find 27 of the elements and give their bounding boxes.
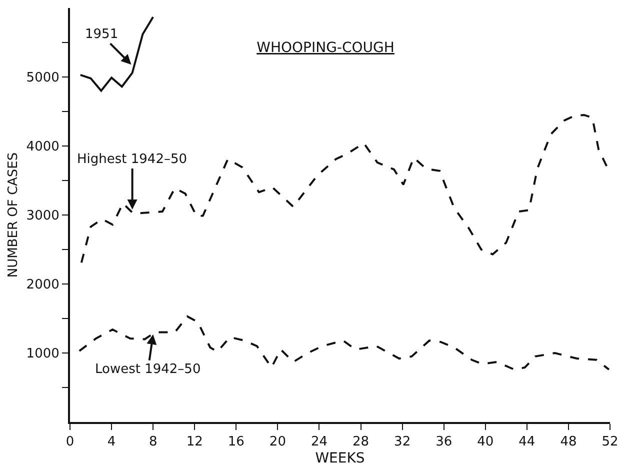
annotation: 1951 — [85, 27, 118, 42]
x-tick-label: 32 — [394, 434, 411, 450]
x-tick-label: 4 — [107, 434, 116, 450]
y-tick-label: 4000 — [26, 140, 60, 155]
y-tick-label: 5000 — [26, 70, 60, 86]
line-series — [80, 114, 608, 264]
x-tick-label: 0 — [66, 434, 74, 450]
x-axis-title: WEEKS — [315, 450, 365, 466]
y-tick-label: 2000 — [26, 278, 60, 293]
x-tick-label: 28 — [352, 434, 370, 450]
y-tick-label: 1000 — [26, 346, 60, 362]
x-tick-label: 36 — [436, 434, 452, 450]
x-tick-label: 40 — [477, 434, 494, 450]
x-tick-label: 24 — [310, 434, 328, 450]
x-tick-label: 16 — [228, 434, 244, 450]
y-axis-title: NUMBER OF CASES — [6, 152, 21, 278]
x-tick-label: 20 — [269, 434, 286, 450]
x-tick-label: 12 — [186, 434, 203, 450]
annotation: Lowest 1942–50 — [95, 362, 201, 377]
annotation: Highest 1942–50 — [77, 152, 188, 167]
x-tick-label: 52 — [602, 434, 618, 450]
line-series — [79, 16, 154, 92]
y-tick-label: 3000 — [26, 208, 60, 224]
x-tick-label: 44 — [518, 434, 536, 450]
x-tick-label: 48 — [560, 434, 577, 450]
text: WHOOPING-COUGH — [256, 40, 394, 56]
x-tick-label: 8 — [148, 434, 158, 450]
